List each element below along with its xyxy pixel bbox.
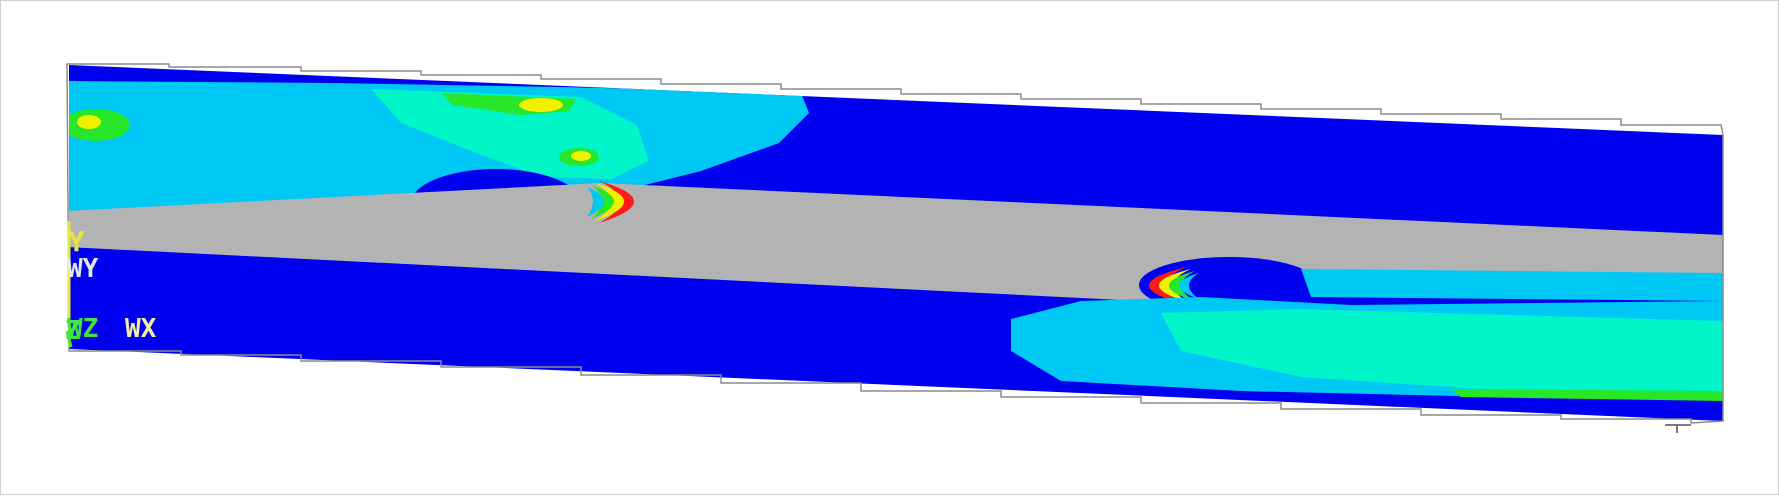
crescent-red-right xyxy=(1149,267,1187,305)
coordinate-triad: Y WY Z WZ WX xyxy=(65,221,157,348)
crescent-yellow-right xyxy=(1159,269,1191,303)
triad-z-label: Z xyxy=(65,316,81,346)
crescent-red-left xyxy=(599,181,634,223)
triad-wy-label: WY xyxy=(67,254,99,284)
crescent-green-right xyxy=(1169,271,1195,301)
crescent-lightblue-left xyxy=(587,187,604,217)
crescent-yellow-left xyxy=(595,183,624,221)
triad-wz-label: WZ xyxy=(67,314,98,344)
contour-strip-green-lower xyxy=(1451,389,1723,401)
crescent-lightblue-right xyxy=(1179,273,1199,299)
contour-spot-yellow-mid xyxy=(571,151,591,161)
contour-spot-yellow-left xyxy=(77,115,101,129)
contour-spot-yellow-upper xyxy=(519,98,563,112)
triad-y-label: Y xyxy=(68,225,85,258)
triad-wx-label: WX xyxy=(125,314,157,344)
triad-z-axis-line xyxy=(65,330,73,348)
node-marker xyxy=(1665,424,1691,433)
contour-strip-light-blue-right xyxy=(1301,269,1723,301)
model-outline xyxy=(66,63,1724,424)
contour-region-cyan-lower xyxy=(1161,309,1723,393)
